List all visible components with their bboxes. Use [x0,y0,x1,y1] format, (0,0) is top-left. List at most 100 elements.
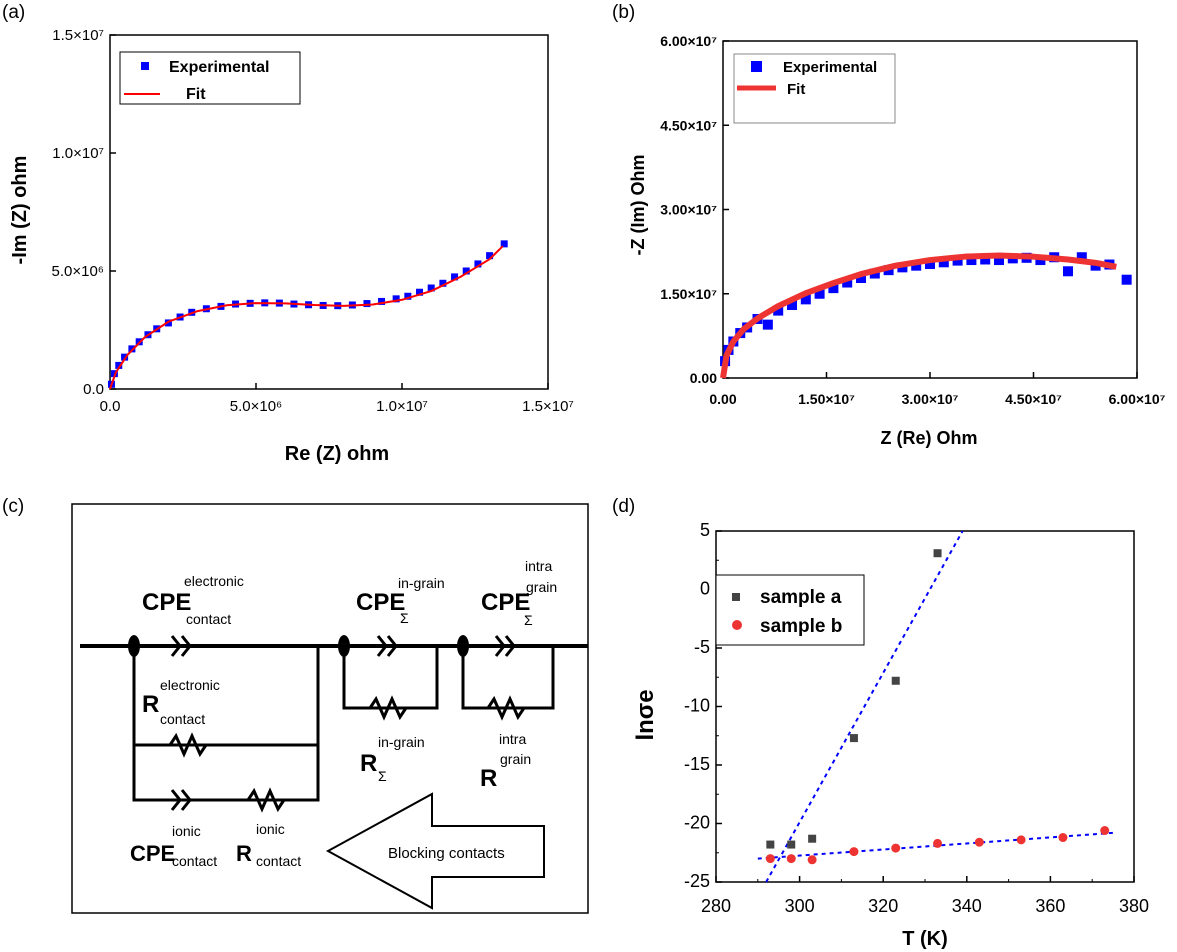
circuit-diagram: CPE electronic contact R electronic cont… [71,503,589,914]
chart-b-experimental-point [856,273,866,284]
chart-b-experimental-point [966,255,977,266]
chart-d-xtick-label: 280 [701,896,731,916]
chart-a-ytick-label: 0.0 [83,381,104,398]
chart-b-experimental-point [762,319,773,330]
chart-b-xtick-label: 6.00×10⁷ [1109,391,1166,407]
chart-a-xlabel: Re (Z) ohm [285,443,389,465]
panel-label-d: (d) [612,496,635,517]
chart-a-experimental-point [462,267,470,275]
chart-d-ytick-label: 5 [700,520,710,540]
chart-a-legend-experimental: Experimental [169,59,269,76]
cpe-electronic-symbol [170,635,192,657]
circuit-block2-wires [342,646,439,710]
chart-a-experimental-point [439,279,447,287]
chart-d-sample-b-point [807,855,817,865]
chart-d-ytick-label: -15 [684,754,710,774]
chart-a-ytick-label: 5.0×10⁶ [52,263,104,280]
cpe-intragrain-sub: Σ [524,612,533,628]
chart-d-xtick-label: 300 [785,896,815,916]
chart-d-ytick-label: -10 [684,696,710,716]
cpe-intragrain-sup: intra [525,558,552,574]
chart-d-sample-a-point [849,734,858,743]
chart-a-experimental-point [128,345,136,353]
chart-d-legend-sample-a: sample a [760,587,842,608]
blocking-arrow [325,792,545,910]
chart-a-experimental-point [416,288,424,296]
chart-b-ytick-label: 0.00 [690,370,717,386]
chart-a-experimental-point [474,260,482,268]
chart-a-legend-marker-experimental [141,62,149,70]
chart-a-xtick-label: 5.0×10⁶ [230,398,282,415]
chart-a-legend-box [119,51,301,105]
chart-a-xtick-label: 1.0×10⁷ [376,398,428,415]
chart-d-sample-b-point [765,854,775,864]
chart-b-xtick-label: 3.00×10⁷ [902,391,959,407]
chart-b-experimental-point [938,257,949,268]
r-intragrain-sup: intra [499,731,526,747]
chart-d-sample-a-point [766,840,775,849]
chart-a-experimental-point [404,292,412,300]
chart-a-xtick-label: 1.5×10⁷ [522,398,574,415]
chart-a-experimental-point [500,240,508,248]
chart-b-experimental-point [1121,274,1132,285]
cpe-ionic-sup: ionic [172,823,201,839]
chart-a-ylabel: -Im (Z) ohm [9,156,31,265]
cpe-electronic-sup: electronic [184,573,244,589]
panel-label-b: (b) [612,2,635,23]
chart-d-ytick-label: -20 [684,813,710,833]
chart-d-legend-marker-sample-a [732,593,740,601]
chart-a-ytick-label: 1.0×10⁷ [52,145,104,162]
chart-d-sample-b-point [933,838,943,848]
chart-d-ytick-label: -25 [684,871,710,891]
chart-d-sample-a-point [933,549,942,558]
chart-a-experimental-point [363,300,371,308]
cpe-electronic-label: CPE [142,589,191,616]
chart-d-legend-marker-sample-b [732,620,742,630]
chart-b-experimental-point [980,254,991,265]
circuit-frame [71,503,589,914]
cpe-intragrain-label: CPE [481,589,530,616]
chart-d: 280 300 320 340 360 380 5 0 -5 -10 -15 -20 -25 T (K)… [632,520,1149,950]
chart-a-experimental-point [486,252,494,260]
chart-a-legend-fit: Fit [186,86,206,103]
chart-b-experimental-point [952,255,963,266]
chart-a-frame [109,34,549,390]
chart-b-legend-experimental: Experimental [783,59,877,76]
cpe-ingrain-symbol [376,635,398,657]
r-ingrain-label: R [360,750,377,777]
r-ionic-label: R [236,841,252,866]
chart-b-xtick-label: 1.50×10⁷ [798,391,855,407]
r-ionic-sup: ionic [256,821,285,837]
chart-d-sample-a-fit-line [765,530,964,883]
panel-label-a: (a) [2,2,25,23]
chart-d-sample-a-point [808,834,817,843]
chart-d-sample-a-point [787,840,796,849]
chart-d-legend-sample-b: sample b [760,616,842,637]
chart-b-experimental-point [911,260,922,271]
chart-b-experimental-point [994,255,1004,266]
chart-d-sample-b-point [849,847,859,857]
r-ingrain-sup: in-grain [378,734,425,750]
r-intragrain-label: R [480,765,497,792]
r-ingrain-symbol [362,695,414,721]
panel-label-c: (c) [2,496,24,517]
chart-d-ytick-label: 0 [700,579,710,599]
chart-d-sample-b-point [974,837,984,847]
chart-d-xtick-label: 320 [868,896,898,916]
chart-d-sample-b-point [1058,833,1068,843]
r-ionic-sub: contact [256,853,301,869]
chart-a-experimental-point [451,273,459,281]
chart-a-xtick-label: 0.0 [100,398,121,415]
chart-b-experimental-point [787,299,797,310]
chart-d-ytick-label: -5 [694,637,710,657]
blocking-arrow-text: Blocking contacts [388,845,505,862]
cpe-ingrain-sup: in-grain [398,575,445,591]
r-electronic-label: R [142,691,159,718]
chart-d-ylabel: lnσe [632,689,659,740]
chart-b-fit-line [720,252,1117,379]
chart-b-experimental-point [1076,252,1087,263]
chart-d-legend-box [715,574,865,646]
chart-b: 0.00 1.50×10⁷ 3.00×10⁷ 4.50×10⁷ 6.00×10⁷ 0.00… [628,33,1166,448]
chart-d-xtick-label: 360 [1035,896,1065,916]
